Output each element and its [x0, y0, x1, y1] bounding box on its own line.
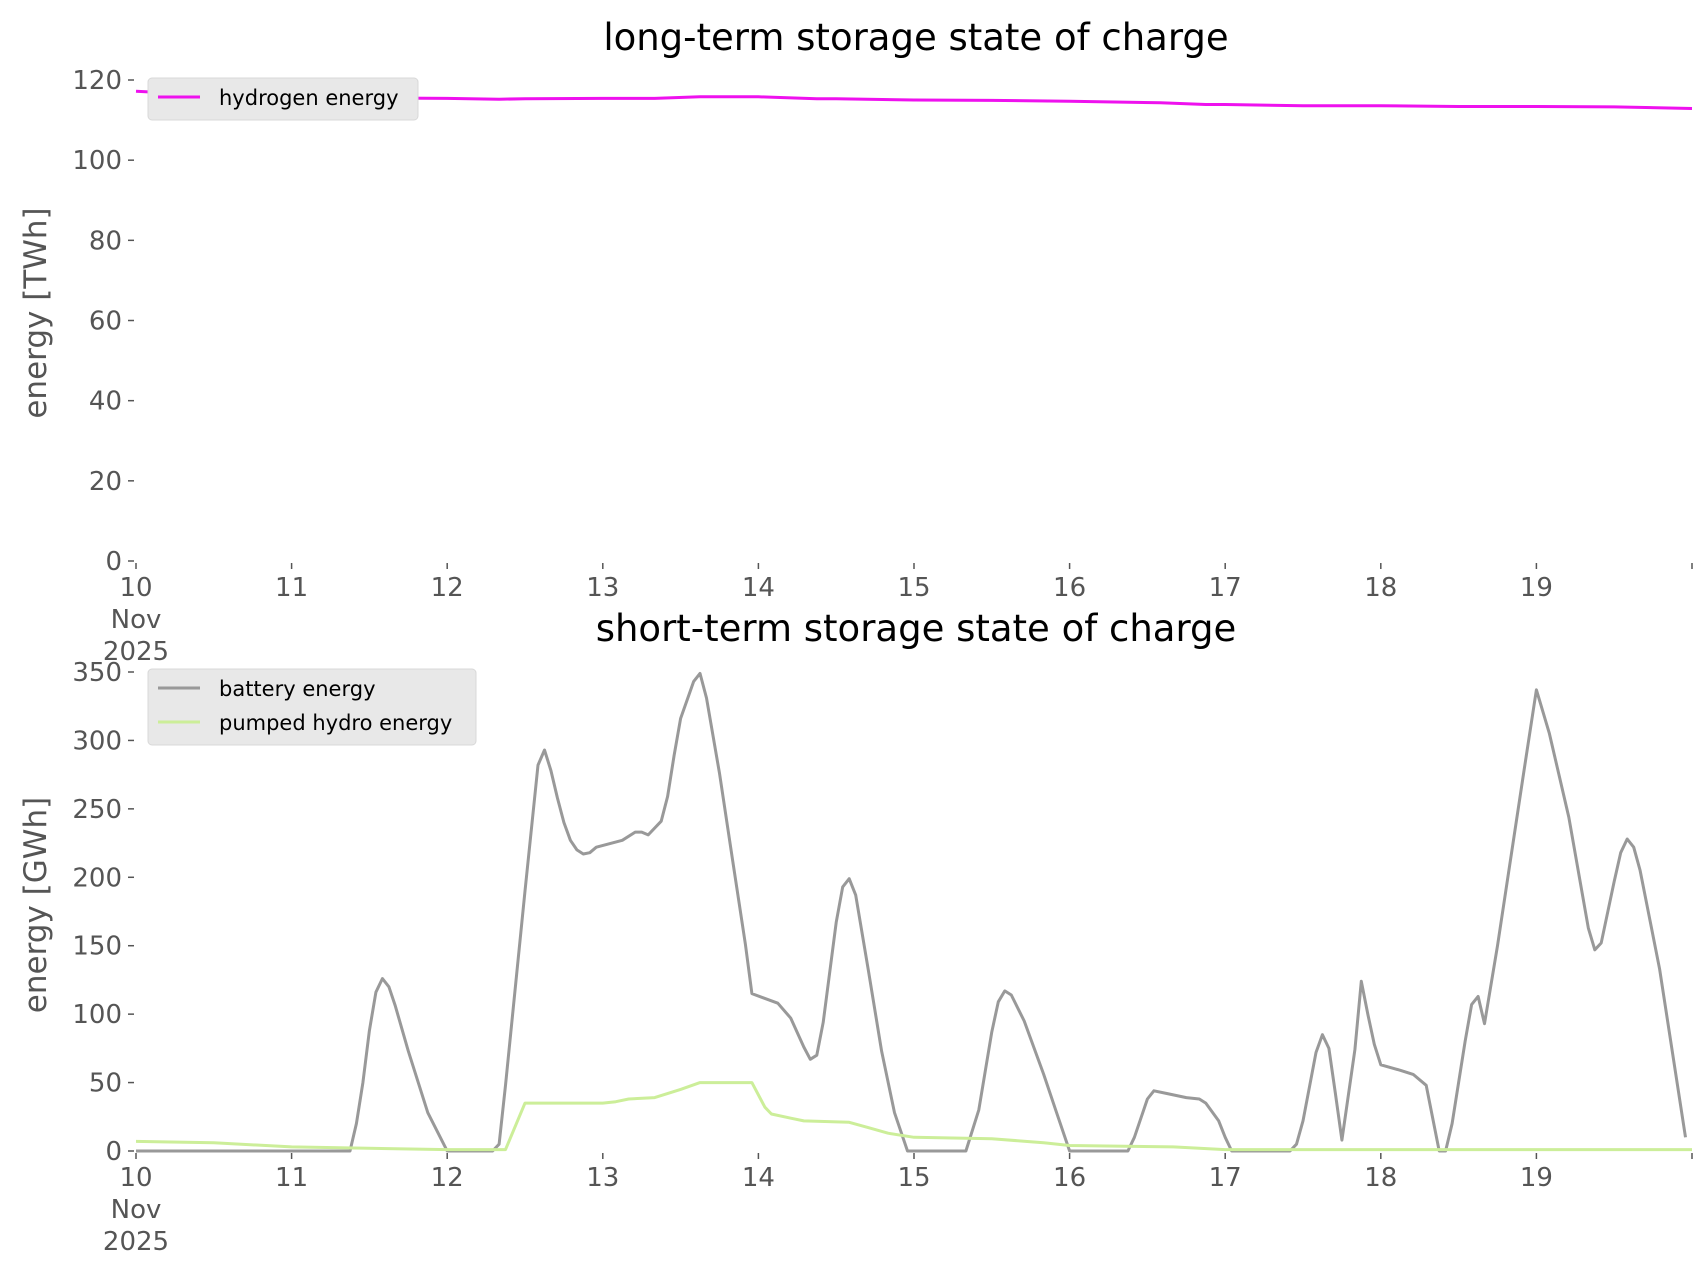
- y-tick-label: 350: [72, 658, 122, 688]
- legend-label-hydrogen-energy: hydrogen energy: [219, 86, 399, 110]
- y-tick-label: 100: [72, 1000, 122, 1030]
- x-tick-label: 11: [275, 573, 308, 603]
- short-term-storage-chart: short-term storage state of charge energ…: [18, 607, 1693, 1257]
- chart-title: long-term storage state of charge: [603, 16, 1228, 59]
- y-tick-label: 0: [105, 547, 122, 577]
- legend-box: [147, 77, 419, 121]
- series-line-pumped-hydro-energy: [135, 1081, 1692, 1152]
- y-tick-label: 20: [89, 467, 122, 497]
- legend-box: [147, 668, 477, 746]
- axis-ticks: 0 20 40 60 80 100 120 10 Nov 2025 11 12 13 14 15 16 17 18…: [72, 66, 1693, 667]
- legend: battery energy pumped hydro energy: [147, 668, 477, 746]
- y-tick-label: 80: [89, 226, 122, 256]
- x-tick-label: 17: [1209, 573, 1242, 603]
- y-tick-label: 250: [72, 795, 122, 825]
- x-tick-label: 15: [897, 573, 930, 603]
- x-tick-label: 12: [431, 1163, 464, 1193]
- x-tick-label: 19: [1520, 1163, 1553, 1193]
- y-tick-label: 40: [89, 387, 122, 417]
- x-tick-label: 19: [1520, 573, 1553, 603]
- x-tick-label: 16: [1053, 1163, 1086, 1193]
- chart-title: short-term storage state of charge: [596, 607, 1237, 650]
- axis-ticks: 0 50 100 150 200 250 300 350 10 Nov 2025 11 12 13 14 15…: [72, 658, 1693, 1257]
- x-tick-label: 12: [431, 573, 464, 603]
- y-axis-label: energy [GWh]: [18, 797, 54, 1013]
- long-term-storage-chart: long-term storage state of charge energy…: [18, 16, 1693, 667]
- y-tick-label: 100: [72, 146, 122, 176]
- y-tick-label: 0: [105, 1137, 122, 1167]
- y-axis-label: energy [TWh]: [18, 207, 54, 418]
- series-layer: [135, 671, 1692, 1153]
- x-tick-label: 13: [586, 1163, 619, 1193]
- y-tick-label: 60: [89, 307, 122, 337]
- x-tick-label: 15: [897, 1163, 930, 1193]
- x-tick-label: 17: [1209, 1163, 1242, 1193]
- x-tick-label: 14: [742, 1163, 775, 1193]
- series-line-hydrogen-energy: [135, 89, 1693, 110]
- legend: hydrogen energy: [147, 77, 419, 121]
- x-tick-label: 13: [586, 573, 619, 603]
- y-tick-label: 50: [89, 1069, 122, 1099]
- series-line-battery-energy: [136, 671, 1687, 1153]
- y-tick-label: 120: [72, 66, 122, 96]
- legend-label-battery-energy: battery energy: [219, 677, 376, 701]
- x-tick-label: 14: [742, 573, 775, 603]
- x-tick-label: 16: [1053, 573, 1086, 603]
- y-tick-label: 300: [72, 726, 122, 756]
- y-tick-label: 200: [72, 863, 122, 893]
- series-layer: [135, 89, 1693, 110]
- x-tick-label: 10 Nov 2025: [103, 573, 169, 667]
- x-tick-label: 18: [1364, 1163, 1397, 1193]
- x-tick-label: 10 Nov 2025: [103, 1163, 169, 1257]
- x-tick-label: 18: [1364, 573, 1397, 603]
- y-tick-label: 150: [72, 932, 122, 962]
- x-tick-label: 11: [275, 1163, 308, 1193]
- legend-label-pumped-hydro-energy: pumped hydro energy: [219, 711, 452, 735]
